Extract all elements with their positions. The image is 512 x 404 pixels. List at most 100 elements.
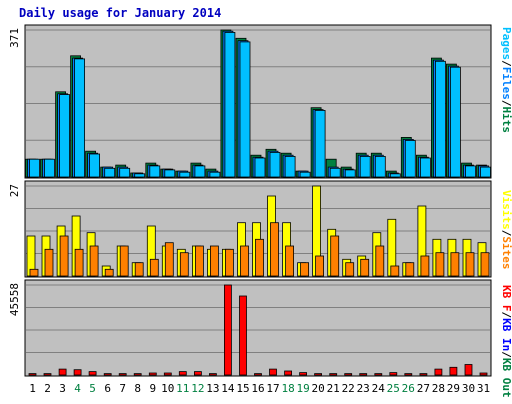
bar-sites-day-28	[435, 252, 445, 277]
bar-pages-day-2	[44, 158, 55, 178]
bar-sites-day-14	[224, 248, 234, 277]
bar-pages-day-22	[344, 169, 356, 178]
bar-kb-f-day-5	[88, 371, 97, 376]
x-tick-label-day-24: 24	[372, 382, 386, 395]
x-tick-label-day-17: 17	[266, 382, 279, 395]
bar-kb-f-day-18	[284, 370, 293, 376]
x-tick-label-day-30: 30	[462, 382, 475, 395]
panel-top-grid	[26, 29, 490, 141]
bar-pages-day-19	[299, 171, 311, 178]
bar-sites-day-10	[164, 242, 174, 277]
x-tick-label-day-6: 6	[104, 382, 111, 395]
x-tick-label-day-19: 19	[296, 382, 309, 395]
bar-pages-day-30	[465, 165, 476, 178]
axis-label-pages: Pages	[500, 27, 512, 60]
x-tick-label-day-22: 22	[342, 382, 355, 395]
bar-sites-day-31	[480, 252, 490, 277]
bar-kb-f-day-17	[269, 368, 277, 376]
bar-kb-f-day-19	[299, 372, 308, 376]
bar-pages-day-20	[314, 110, 326, 178]
bar-kb-f-day-4	[73, 369, 82, 376]
bar-kb-f-day-15	[239, 295, 247, 376]
bar-sites-day-9	[149, 258, 159, 277]
bar-pages-day-23	[359, 155, 371, 178]
bar-pages-day-14	[224, 32, 236, 178]
bar-pages-day-11	[179, 171, 191, 178]
bar-pages-day-3	[59, 94, 70, 178]
bar-sites-day-7	[119, 245, 129, 277]
axis-label-kbout: KB Out	[500, 358, 512, 398]
bar-pages-day-17	[269, 151, 281, 178]
x-tick-label-day-29: 29	[447, 382, 460, 395]
bar-sites-day-19	[300, 262, 310, 277]
x-tick-label-day-4: 4	[74, 382, 81, 395]
x-tick-label-day-11: 11	[176, 382, 189, 395]
bar-kb-f-day-7	[118, 373, 127, 376]
bar-sites-day-13	[209, 245, 219, 277]
x-tick-label-day-5: 5	[89, 382, 96, 395]
x-tick-label-day-21: 21	[327, 382, 340, 395]
bar-kb-f-day-26	[404, 373, 413, 376]
axis-label-sites: Sites	[500, 236, 512, 269]
panel-bottom-ymax-label: 45558	[8, 283, 21, 316]
bar-sites-day-11	[179, 252, 189, 277]
bar-pages-day-7	[119, 167, 131, 178]
axis-label-files: Files	[500, 67, 512, 100]
bar-pages-day-27	[419, 157, 431, 178]
x-tick-label-day-1: 1	[29, 382, 36, 395]
bar-kb-f-day-11	[178, 371, 187, 376]
x-tick-label-day-14: 14	[221, 382, 235, 395]
bar-pages-day-9	[149, 165, 161, 178]
bar-kb-f-day-27	[419, 373, 428, 376]
x-tick-label-day-3: 3	[59, 382, 66, 395]
x-tick-label-day-26: 26	[402, 382, 415, 395]
axis-label-kbin: KB In	[500, 318, 512, 351]
bar-kb-f-day-16	[254, 373, 262, 376]
axis-label-kbf: KB F	[500, 285, 512, 312]
x-tick-label-day-13: 13	[206, 382, 219, 395]
bar-kb-f-day-13	[208, 373, 217, 376]
x-tick-label-day-23: 23	[357, 382, 370, 395]
bar-sites-day-15	[240, 245, 249, 277]
panel-bottom-axis-label: KB F/KB In/KB Out	[500, 285, 512, 398]
x-tick-label-day-2: 2	[44, 382, 51, 395]
bar-sites-day-16	[255, 238, 264, 277]
bar-kb-f-day-3	[58, 368, 67, 376]
bar-kb-f-day-29	[449, 366, 458, 376]
bar-sites-day-26	[405, 262, 415, 277]
panel-bottom: 45558 KB F/KB In/KB Out	[8, 279, 512, 398]
svg-text:KB F/KB In/KB Out: KB F/KB In/KB Out	[500, 285, 512, 398]
bar-sites-day-25	[390, 265, 400, 277]
bar-pages-day-13	[209, 171, 221, 178]
x-axis-day-labels: 1 2 3 4 5 6 7 8 9 10 11 12 13 14 15 16 17 18 19 20 21 22 23 24 2…	[29, 382, 490, 395]
x-tick-label-day-16: 16	[251, 382, 264, 395]
x-tick-label-day-28: 28	[432, 382, 445, 395]
panel-bottom-bars	[28, 284, 488, 376]
x-tick-label-day-10: 10	[161, 382, 174, 395]
x-tick-label-day-12: 12	[191, 382, 204, 395]
panel-middle-ymax-label: 27	[8, 184, 21, 197]
bar-sites-day-29	[450, 252, 460, 277]
bar-sites-day-20	[315, 255, 325, 277]
bar-sites-day-5	[89, 245, 99, 277]
bar-sites-day-3	[59, 235, 69, 277]
bar-kb-f-day-2	[43, 373, 52, 376]
bar-kb-f-day-8	[133, 373, 142, 376]
bar-pages-day-24	[374, 155, 386, 178]
chart-title: Daily usage for January 2014	[19, 6, 221, 20]
bar-sites-day-23	[360, 258, 370, 277]
bar-kb-f-day-21	[329, 373, 338, 376]
panel-middle: 27 Visits/Sites	[8, 180, 512, 278]
bar-kb-f-day-22	[344, 373, 353, 376]
x-tick-label-day-15: 15	[236, 382, 249, 395]
bar-sites-day-22	[345, 262, 355, 277]
bar-kb-f-day-31	[479, 372, 488, 376]
bar-sites-day-8	[134, 262, 144, 277]
panel-bottom-grid	[26, 284, 490, 353]
panel-middle-axis-label: Visits/Sites	[500, 190, 512, 270]
svg-text:Pages/Files/Hits: Pages/Files/Hits	[500, 27, 512, 133]
x-tick-label-day-20: 20	[311, 382, 324, 395]
x-tick-label-day-7: 7	[119, 382, 126, 395]
x-tick-label-day-18: 18	[281, 382, 294, 395]
bar-kb-f-day-30	[464, 364, 473, 376]
